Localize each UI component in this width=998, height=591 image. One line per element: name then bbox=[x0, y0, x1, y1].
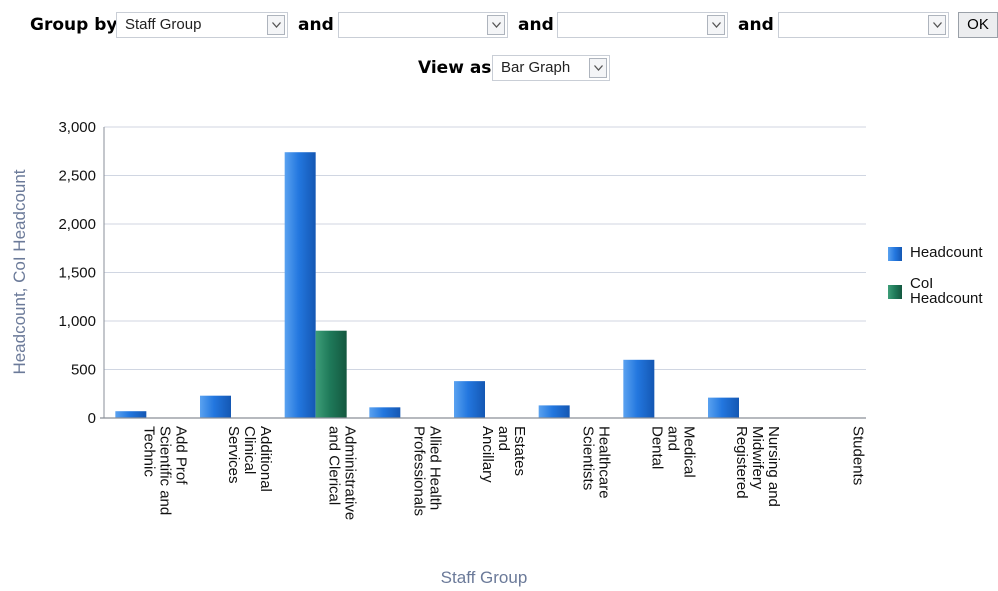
y-tick-label: 3,000 bbox=[58, 119, 96, 136]
and-label-1: and bbox=[298, 15, 334, 35]
bar-coi-headcount bbox=[315, 330, 347, 418]
x-tick-label: Additional bbox=[257, 426, 274, 492]
x-tick-label: and bbox=[664, 426, 681, 451]
x-tick-label: Medical bbox=[680, 426, 697, 478]
x-tick-label: Allied Health bbox=[426, 426, 443, 510]
chevron-down-icon[interactable] bbox=[928, 15, 946, 35]
y-tick-label: 1,500 bbox=[58, 265, 96, 282]
bar-headcount bbox=[708, 397, 739, 418]
x-tick-label: Professionals bbox=[410, 426, 427, 516]
chevron-down-icon[interactable] bbox=[707, 15, 725, 35]
y-tick-label: 0 bbox=[88, 410, 96, 427]
bar-headcount bbox=[284, 152, 316, 418]
group-by-select-3[interactable] bbox=[557, 12, 728, 38]
x-tick-label: Estates bbox=[511, 426, 528, 476]
x-tick-label: Services bbox=[225, 426, 242, 484]
x-tick-label: Nursing and bbox=[765, 426, 782, 507]
and-label-2: and bbox=[518, 15, 554, 35]
x-tick-label: and bbox=[495, 426, 512, 451]
view-as-label: View as bbox=[418, 58, 492, 78]
y-tick-label: 2,500 bbox=[58, 168, 96, 185]
x-tick-label: Clinical bbox=[241, 426, 258, 474]
and-label-3: and bbox=[738, 15, 774, 35]
y-tick-label: 500 bbox=[71, 362, 96, 379]
legend-swatch-coi-headcount bbox=[888, 285, 902, 299]
chevron-down-icon[interactable] bbox=[267, 15, 285, 35]
chevron-down-icon[interactable] bbox=[589, 58, 607, 78]
legend-swatch-headcount bbox=[888, 247, 902, 261]
view-as-select[interactable]: Bar Graph bbox=[492, 55, 610, 81]
ok-button[interactable]: OK bbox=[958, 12, 998, 38]
bar-headcount bbox=[200, 395, 231, 418]
chevron-down-icon[interactable] bbox=[487, 15, 505, 35]
x-tick-label: Ancillary bbox=[479, 426, 496, 483]
x-axis-title: Staff Group bbox=[440, 568, 528, 587]
bar-headcount bbox=[115, 411, 147, 418]
bar-headcount bbox=[454, 381, 485, 418]
x-tick-label: Technic bbox=[140, 426, 157, 477]
x-tick-label: Scientific and bbox=[156, 426, 173, 515]
y-tick-label: 2,000 bbox=[58, 216, 96, 233]
group-by-select-1-value: Staff Group bbox=[125, 16, 202, 33]
x-tick-label: and Clerical bbox=[326, 426, 343, 505]
group-by-select-2[interactable] bbox=[338, 12, 508, 38]
group-by-select-1[interactable]: Staff Group bbox=[116, 12, 288, 38]
view-as-select-value: Bar Graph bbox=[501, 59, 571, 76]
y-tick-label: 1,000 bbox=[58, 313, 96, 330]
x-tick-label: Healthcare bbox=[596, 426, 613, 499]
bar-headcount bbox=[623, 359, 655, 418]
bar-headcount bbox=[538, 405, 570, 418]
x-tick-label: Administrative bbox=[342, 426, 359, 520]
x-tick-label: Dental bbox=[648, 426, 665, 469]
legend-label-coi-headcount: CoI Headcount bbox=[910, 275, 983, 307]
x-tick-label: Scientists bbox=[580, 426, 597, 490]
x-tick-label: Students bbox=[850, 426, 867, 485]
x-tick-label: Add Prof bbox=[172, 426, 189, 485]
group-by-label: Group by bbox=[30, 15, 118, 35]
bar-headcount bbox=[369, 407, 401, 418]
legend-label-headcount: Headcount bbox=[910, 244, 983, 261]
group-by-select-4[interactable] bbox=[778, 12, 949, 38]
x-tick-label: Registered bbox=[733, 426, 750, 499]
x-tick-label: Midwifery bbox=[749, 426, 766, 490]
y-axis-title: Headcount, CoI Headcount bbox=[10, 169, 29, 375]
